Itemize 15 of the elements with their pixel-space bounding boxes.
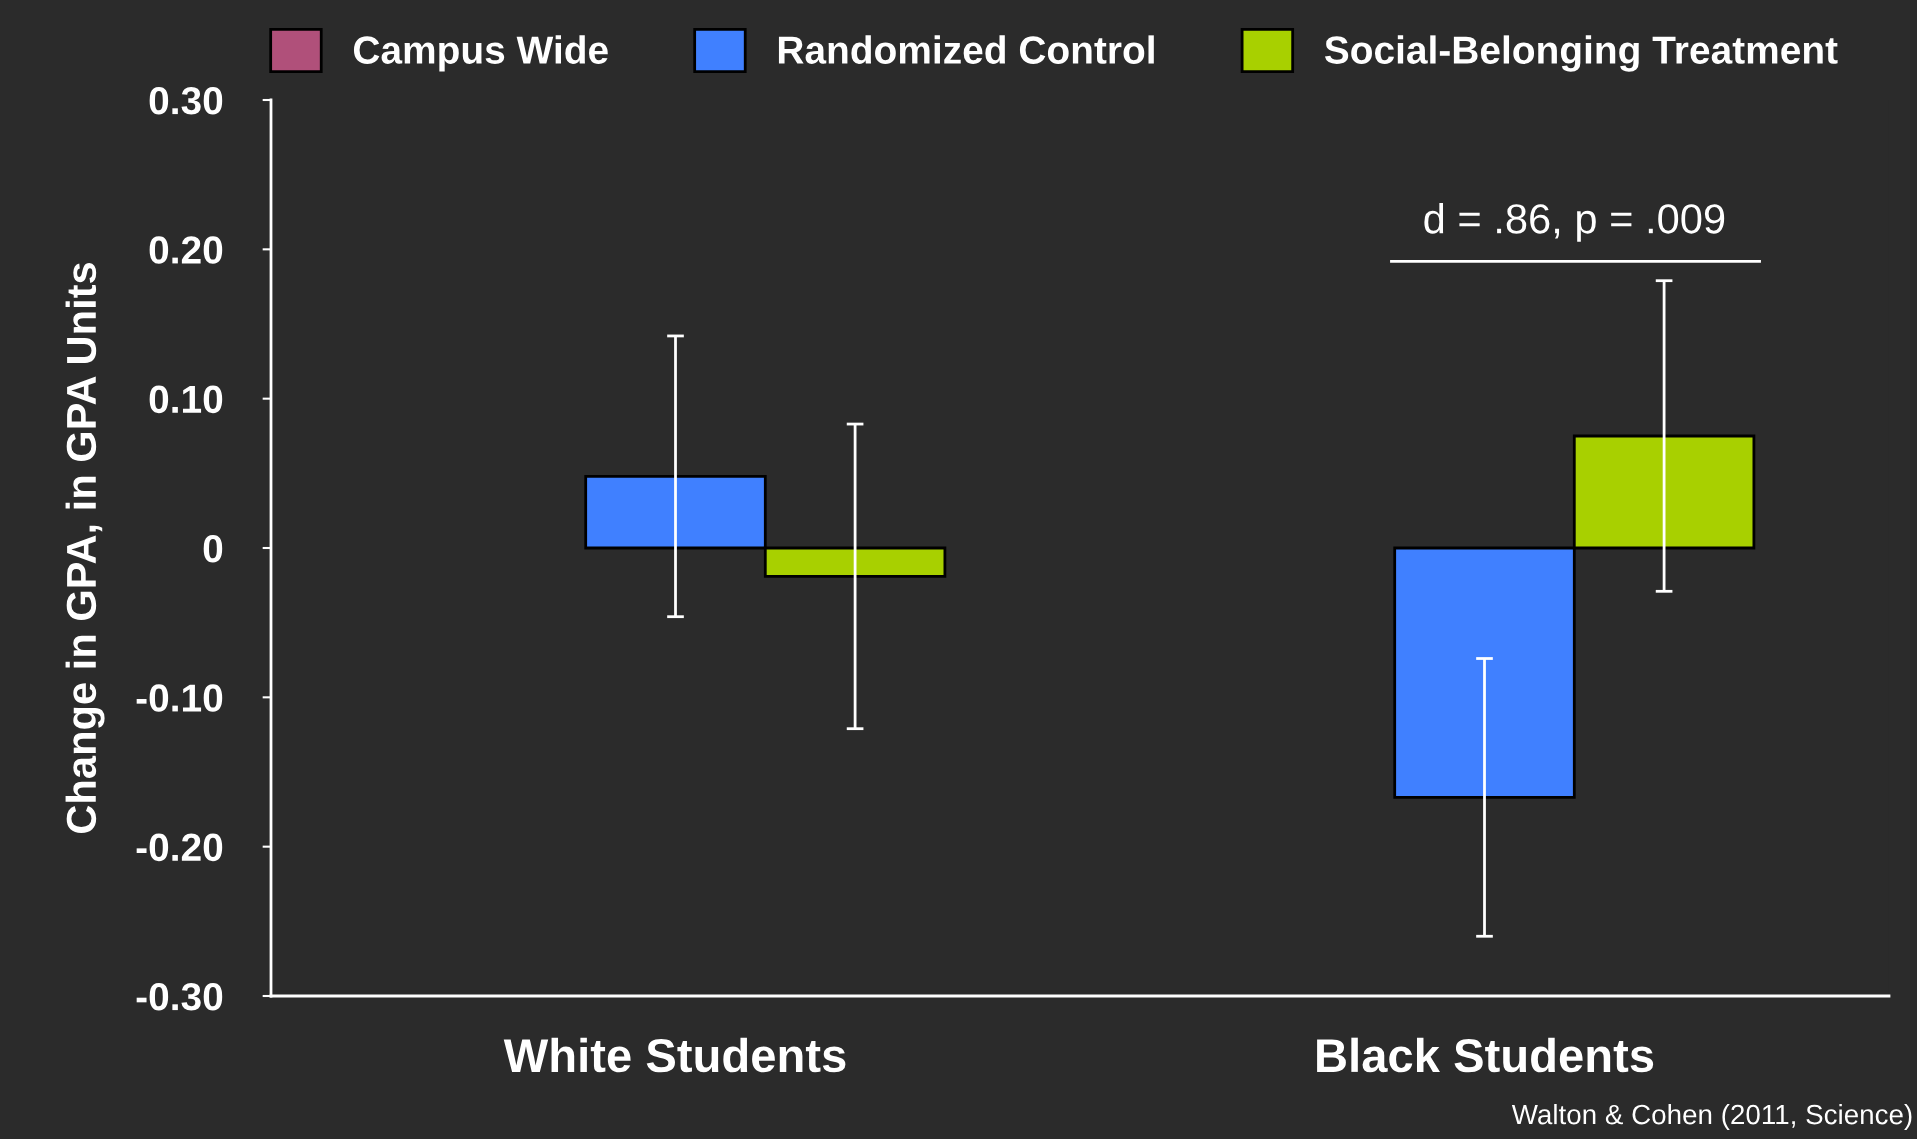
x-tick-label: White Students: [503, 1037, 846, 1073]
y-tick-label: -0.30: [136, 982, 223, 1011]
y-tick-label: 0.30: [149, 86, 223, 115]
y-tick-label: 0.10: [149, 385, 223, 414]
text: Walton & Cohen (2011, Science): [1511, 1103, 1912, 1130]
x-tick-label: Black Students: [1317, 1037, 1654, 1073]
annotation: d = .86, p = .009: [1424, 203, 1725, 242]
y-axis-title: Change in GPA, in GPA Units: [65, 263, 105, 833]
legend-label: Campus Wide: [353, 35, 608, 72]
y-tick-label: 0: [203, 534, 223, 563]
legend-label: Randomized Control: [778, 35, 1154, 64]
y-tick-label: -0.10: [136, 684, 223, 712]
legend-label: Social-Belonging Treatment: [1324, 35, 1838, 72]
y-tick-label: -0.20: [136, 833, 223, 862]
y-tick-label: 0.20: [149, 236, 223, 264]
